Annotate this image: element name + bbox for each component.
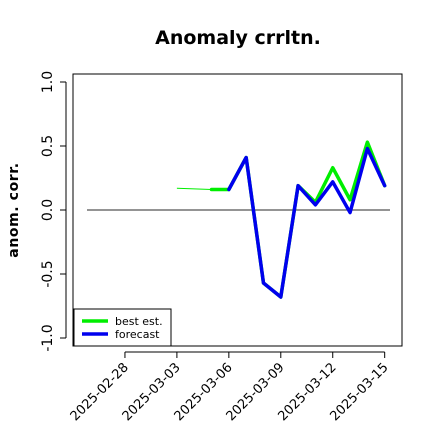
- x-axis: 2025-02-282025-03-032025-03-062025-03-09…: [68, 351, 392, 424]
- chart-title: Anomaly crrltn.: [155, 27, 321, 49]
- plot-frame: [72, 73, 403, 347]
- y-tick-label: 0.5: [40, 135, 56, 157]
- y-tick-label: -0.5: [40, 260, 56, 287]
- y-tick-label: -1.0: [40, 324, 56, 351]
- legend: best est. forecast: [73, 308, 172, 347]
- legend-label-best-est: best est.: [115, 315, 163, 328]
- legend-box: [73, 308, 172, 347]
- y-tick-label: 1.0: [40, 71, 56, 93]
- y-axis-label: anom. corr.: [6, 162, 22, 257]
- series-lead-line: [176, 187, 212, 191]
- y-axis: -1.0 -0.5 0.0 0.5 1.0: [40, 71, 67, 352]
- legend-label-forecast: forecast: [115, 328, 160, 341]
- series-line-best-est: [209, 140, 387, 299]
- series-layer: [176, 140, 387, 299]
- y-tick-label: 0.0: [40, 199, 56, 221]
- series-line-forecast: [227, 146, 387, 299]
